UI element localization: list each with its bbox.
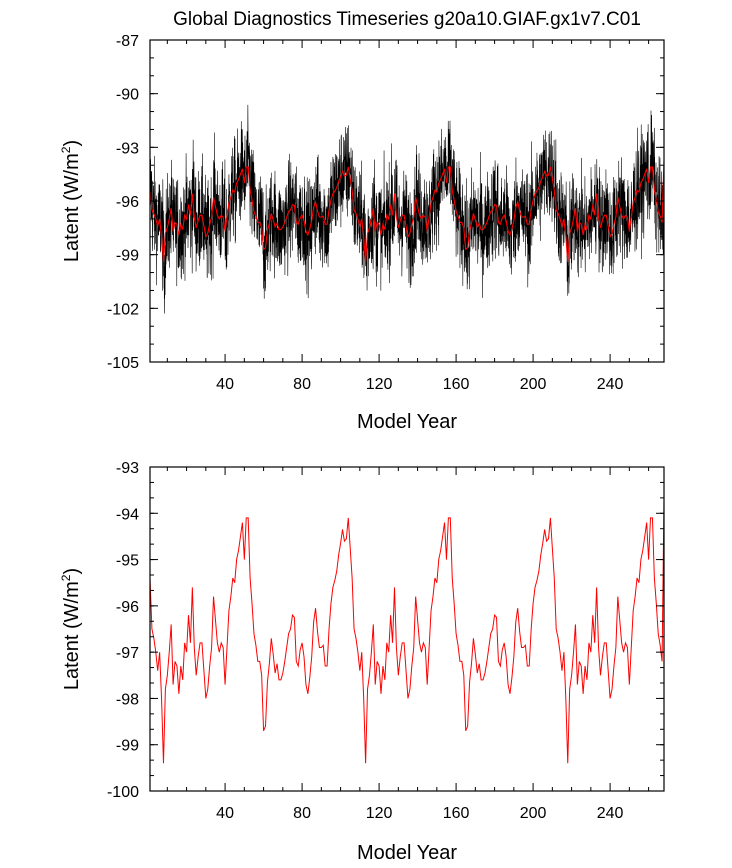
y-tick-label: -94 — [116, 506, 139, 523]
top-y-axis-label-close: ) — [61, 140, 83, 147]
x-tick-label: 200 — [520, 805, 547, 822]
y-tick-label: -93 — [116, 140, 139, 157]
bottom-panel-ticks: 40 80 120 160 200 240 -93 -94 -95 -96 -97 -98 -99 -10… — [107, 460, 664, 822]
chart-title: Global Diagnostics Timeseries g20a10.GIA… — [173, 9, 641, 30]
top-panel-ticks: 40 80 120 160 200 240 -87 -90 -93 -96 -99 -102 -105 — [107, 33, 664, 393]
bottom-plot-frame — [149, 466, 665, 792]
x-tick-label: 160 — [443, 805, 470, 822]
bottom-x-axis-label: Model Year — [357, 842, 457, 864]
x-tick-label: 160 — [443, 376, 470, 393]
top-x-axis-label: Model Year — [357, 411, 457, 433]
top-panel: 40 80 120 160 200 240-87-90-93-96-99-102-105 … — [59, 33, 665, 433]
y-tick-label: -93 — [116, 460, 139, 477]
x-tick-label: 200 — [520, 376, 547, 393]
top-panel-series — [150, 104, 664, 314]
annual-mean-line — [150, 499, 664, 764]
x-tick-label: 40 — [216, 376, 234, 393]
x-tick-label: 80 — [293, 805, 311, 822]
bottom-y-axis-label-close: ) — [61, 568, 83, 575]
bottom-y-axis-label: Latent (W/m2) — [59, 568, 83, 690]
x-tick-label: 120 — [366, 805, 393, 822]
bottom-panel-series — [150, 499, 664, 764]
y-tick-label: -99 — [116, 248, 139, 265]
annual-mean-line — [150, 159, 664, 262]
bottom-panel: 40 80 120 160 200 240 -93 -94 -95 -96 -97 -98 -99 -10… — [59, 460, 665, 864]
y-tick-label: -96 — [116, 194, 139, 211]
x-tick-label: 80 — [293, 376, 311, 393]
y-tick-label: -98 — [116, 691, 139, 708]
top-y-axis-label: Latent (W/m2) — [59, 140, 83, 262]
y-tick-label: -105 — [107, 355, 139, 372]
y-tick-label: -100 — [107, 784, 139, 801]
y-tick-label: -95 — [116, 553, 139, 570]
y-tick-label: -96 — [116, 599, 139, 616]
x-tick-label: 120 — [366, 376, 393, 393]
y-tick-label: -97 — [116, 645, 139, 662]
y-tick-label: -99 — [116, 738, 139, 755]
top-y-axis-label-main: Latent (W/m — [61, 153, 83, 262]
y-tick-label: -87 — [116, 33, 139, 50]
bottom-y-axis-label-main: Latent (W/m — [61, 581, 83, 690]
top-y-axis-label-sup: 2 — [59, 146, 73, 153]
x-tick-label: 240 — [597, 805, 624, 822]
x-tick-label: 240 — [597, 376, 624, 393]
y-tick-label: -90 — [116, 87, 139, 104]
monthly-series-line — [150, 104, 664, 314]
x-tick-label: 40 — [216, 805, 234, 822]
bottom-y-axis-label-sup: 2 — [59, 574, 73, 581]
y-tick-label: -102 — [107, 301, 139, 318]
